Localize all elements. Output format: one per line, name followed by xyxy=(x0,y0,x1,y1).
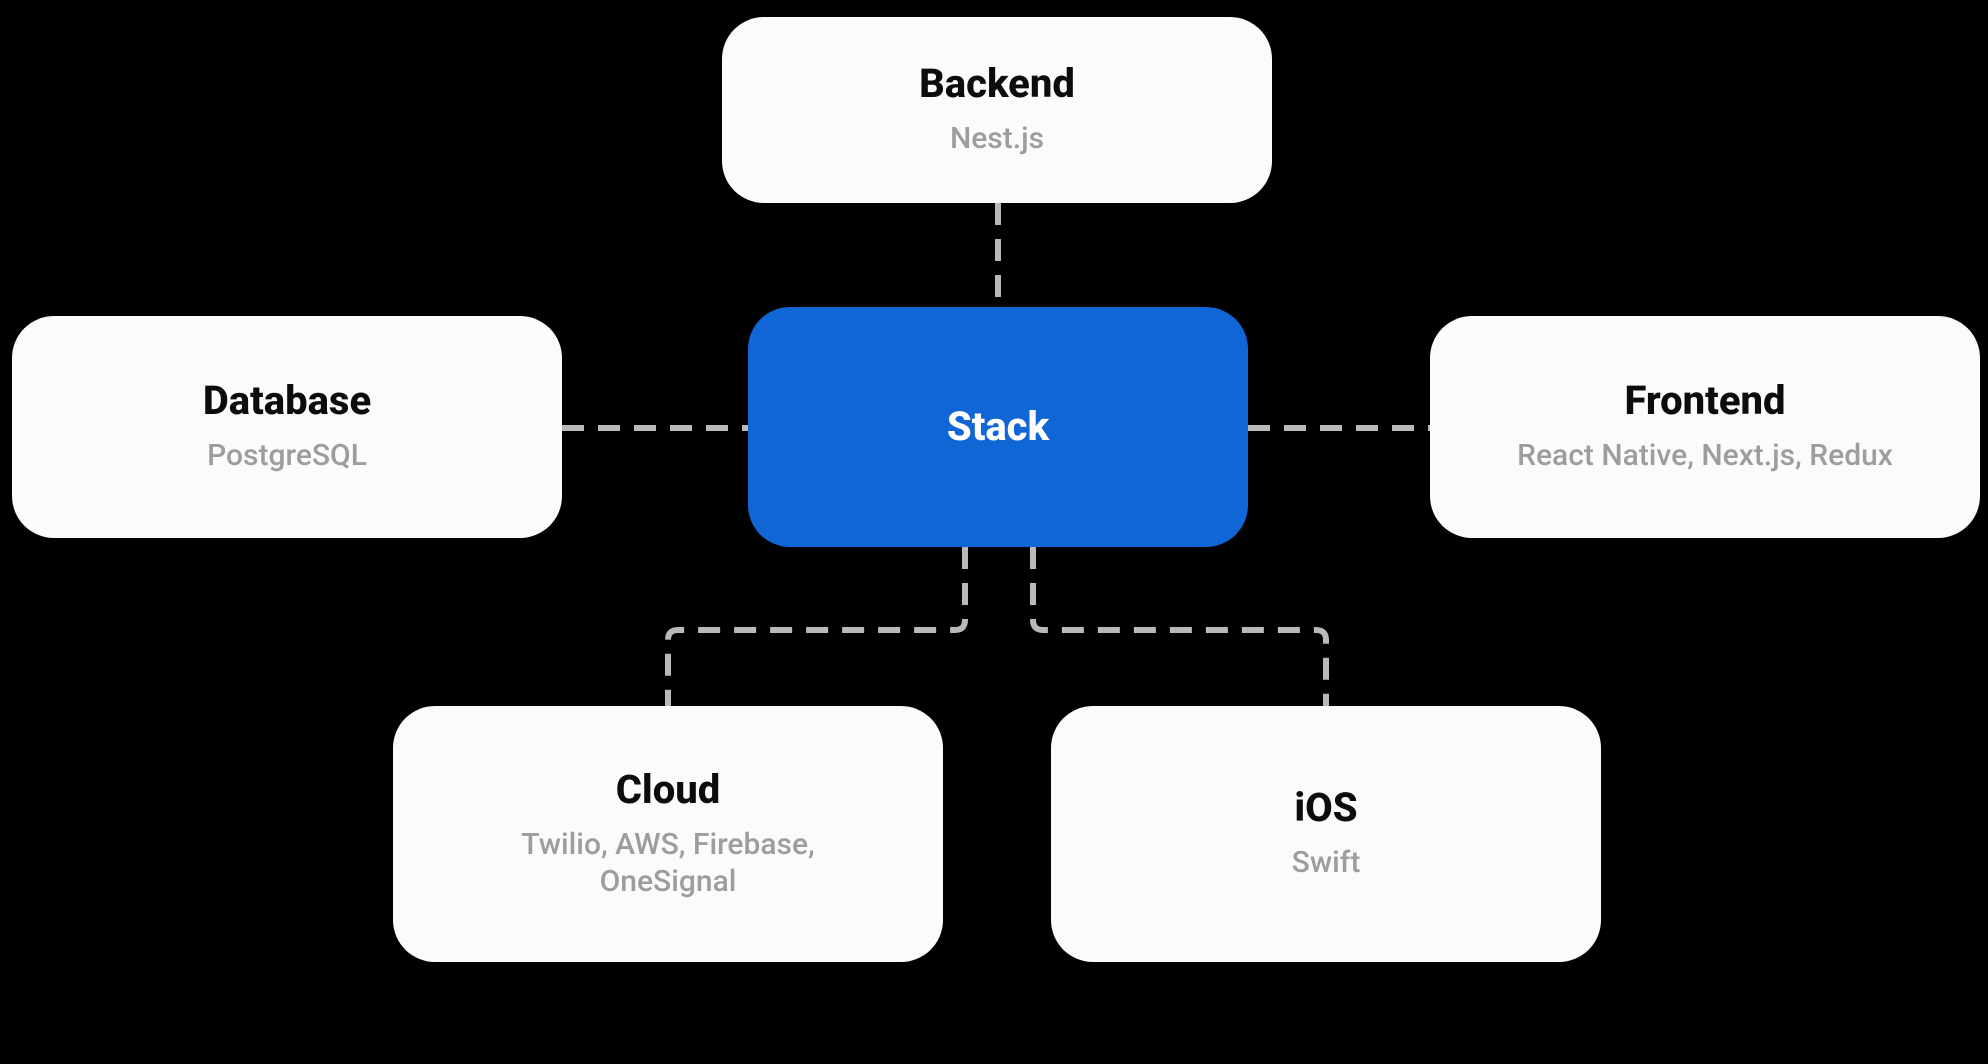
connector-edge xyxy=(1033,547,1326,706)
node-title: Frontend xyxy=(1624,379,1785,423)
node-frontend: Frontend React Native, Next.js, Redux xyxy=(1430,316,1980,538)
node-title: Cloud xyxy=(616,768,721,812)
node-subtitle: Nest.js xyxy=(950,120,1044,158)
node-subtitle: PostgreSQL xyxy=(207,437,367,475)
node-subtitle: Swift xyxy=(1292,844,1361,882)
diagram-canvas: Stack Backend Nest.js Database PostgreSQL Fro… xyxy=(0,0,1988,1064)
node-cloud: Cloud Twilio, AWS, Firebase, OneSignal xyxy=(393,706,943,962)
node-subtitle: React Native, Next.js, Redux xyxy=(1517,437,1893,475)
connector-edge xyxy=(668,547,965,706)
node-title: Stack xyxy=(947,405,1049,449)
node-title: iOS xyxy=(1294,786,1357,830)
node-title: Backend xyxy=(919,62,1075,106)
node-stack: Stack xyxy=(748,307,1248,547)
node-database: Database PostgreSQL xyxy=(12,316,562,538)
node-ios: iOS Swift xyxy=(1051,706,1601,962)
node-subtitle: Twilio, AWS, Firebase, OneSignal xyxy=(453,826,883,901)
node-backend: Backend Nest.js xyxy=(722,17,1272,203)
node-title: Database xyxy=(203,379,371,423)
